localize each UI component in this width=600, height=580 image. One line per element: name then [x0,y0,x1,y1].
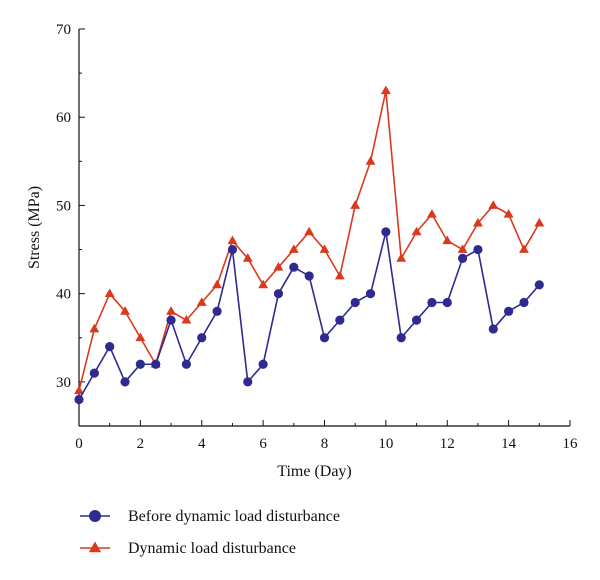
data-point-circle [74,394,84,405]
legend-item: Dynamic load disturbance [80,540,296,557]
data-point-circle [350,297,360,308]
data-point-circle [504,306,514,316]
data-point-triangle [104,288,115,298]
data-point-circle [166,315,176,325]
data-point-triangle [534,217,545,227]
legend: Before dynamic load disturbance Dynamic l… [80,508,340,557]
x-axis-title: Time (Day) [277,463,352,480]
series-line [78,89,541,391]
x-tick-label: 8 [321,436,329,452]
y-tick-label: 40 [56,287,71,303]
data-point-circle [304,271,314,281]
y-tick-label: 70 [56,22,71,38]
data-point-circle [411,315,422,325]
data-point-circle [258,359,268,369]
data-point-triangle [74,385,84,395]
y-axis-ticks: 30 40 50 60 70 [56,22,85,391]
series-triangle [74,85,545,395]
data-point-triangle [411,226,422,236]
data-point-triangle [442,235,453,245]
data-point-circle [243,377,253,387]
series-line [78,231,540,400]
data-point-circle [381,227,391,237]
data-point-circle [135,359,145,369]
legend-marker-triangle [88,541,102,553]
data-point-circle [427,297,437,308]
data-point-triangle [89,323,100,333]
data-point-circle [181,359,192,369]
data-point-circle [197,333,207,343]
data-point-circle [335,315,345,325]
x-axis-ticks: 0 2 4 6 8 10 12 14 16 [75,420,578,452]
data-point-triangle [227,235,238,245]
data-point-circle [120,377,130,387]
y-tick-label: 30 [56,375,71,391]
data-point-circle [488,324,498,334]
data-point-triangle [273,262,284,271]
data-point-triangle [120,306,130,315]
data-point-triangle [135,332,146,342]
data-point-circle [212,306,222,316]
data-point-triangle [288,244,299,253]
data-point-triangle [196,297,207,306]
data-point-triangle [457,244,468,253]
series-layer [74,85,545,405]
legend-item: Before dynamic load disturbance [80,508,340,525]
data-point-triangle [380,85,391,95]
data-point-triangle [334,270,345,280]
x-tick-label: 2 [137,436,145,452]
data-point-triangle [426,209,437,218]
x-tick-label: 6 [259,436,267,452]
data-point-triangle [350,200,361,209]
x-tick-label: 12 [440,436,455,452]
data-point-circle [442,297,452,308]
data-point-circle [289,262,299,272]
data-point-triangle [258,279,269,289]
data-point-circle [473,244,483,255]
data-point-circle [227,244,238,255]
series-circle [74,227,544,405]
legend-marker-circle [89,510,101,522]
data-point-circle [519,297,529,308]
y-tick-label: 60 [56,110,71,126]
data-point-triangle [319,244,330,253]
data-point-circle [151,359,161,369]
data-point-circle [273,289,284,299]
data-point-triangle [304,226,315,236]
data-point-triangle [181,314,192,324]
data-point-triangle [503,209,514,218]
data-point-triangle [519,244,529,253]
data-point-triangle [488,200,499,209]
data-point-triangle [365,156,376,165]
y-axis-title: Stress (MPa) [26,186,43,269]
x-tick-label: 4 [198,436,206,452]
x-tick-label: 16 [563,436,579,452]
x-tick-label: 10 [378,436,393,452]
data-point-circle [534,280,544,290]
y-tick-label: 50 [56,198,71,214]
legend-label: Dynamic load disturbance [128,540,296,557]
data-point-triangle [396,253,407,262]
data-point-circle [457,253,468,263]
data-point-circle [319,333,330,343]
data-point-triangle [242,253,253,262]
data-point-circle [396,333,406,343]
x-tick-label: 0 [75,436,83,452]
data-point-triangle [166,306,177,315]
data-point-triangle [212,279,223,289]
data-point-circle [105,342,115,352]
x-tick-label: 14 [501,436,517,452]
data-point-circle [89,368,99,378]
data-point-triangle [472,217,483,227]
legend-label: Before dynamic load disturbance [128,508,340,525]
data-point-circle [365,289,376,299]
